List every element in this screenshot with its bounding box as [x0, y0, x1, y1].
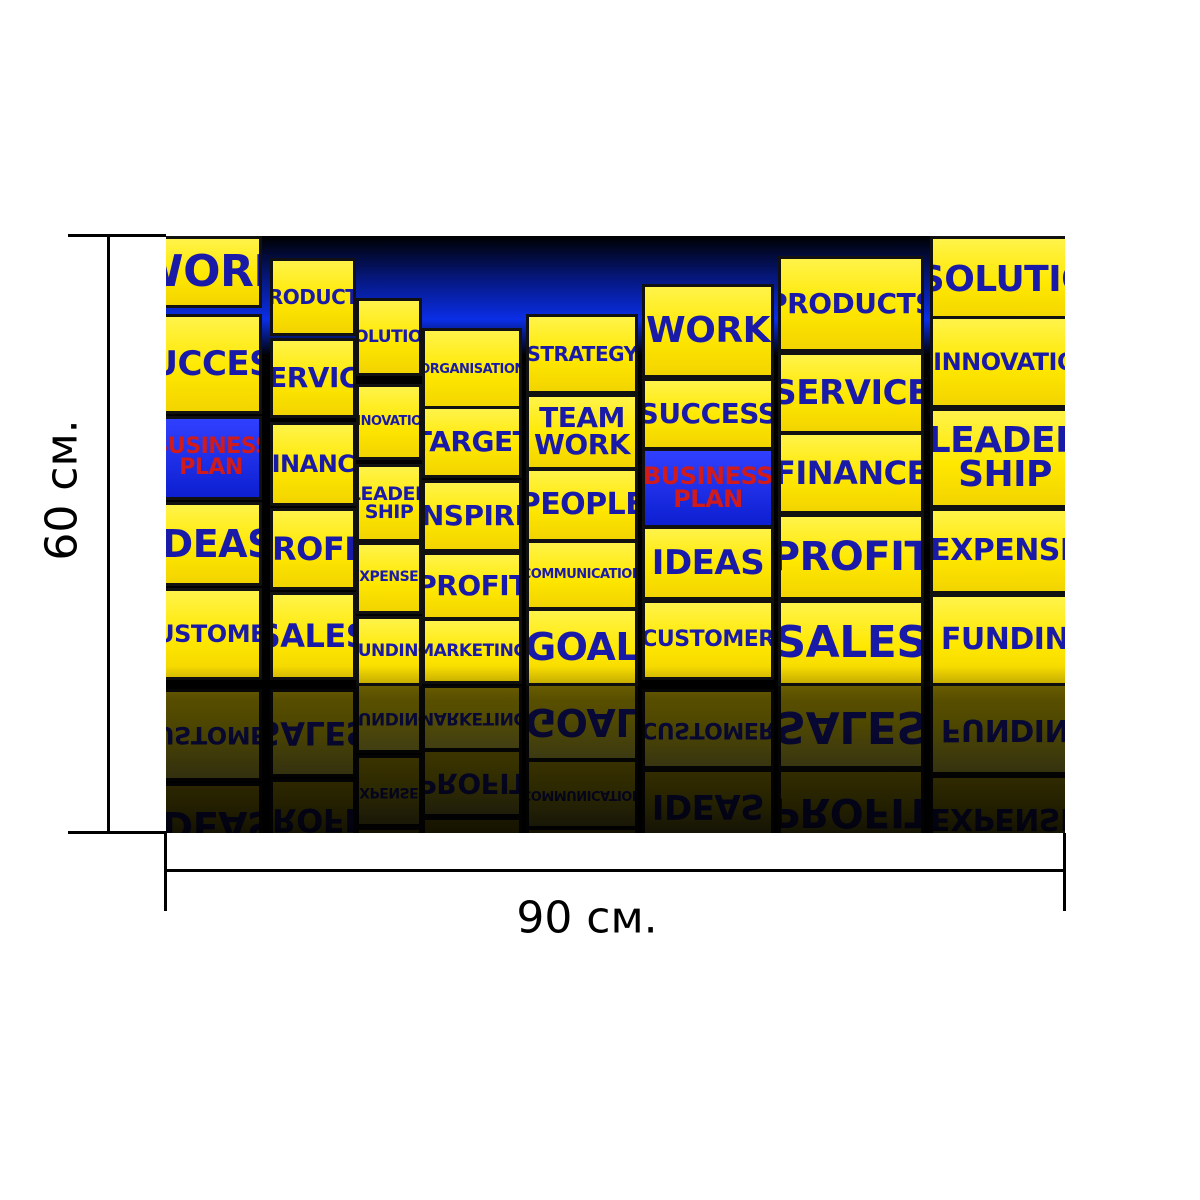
- width-label: 90 см.: [516, 892, 658, 944]
- screen-tile-24: INNOVATIO: [930, 316, 1065, 408]
- screen-tile-28: FINANCE: [778, 432, 924, 514]
- poster-image: WORKPRODUCTSSOLUTIONSUCCESSSERVICEINNOVA…: [166, 236, 1065, 833]
- width-right-tick: [1063, 833, 1066, 911]
- screen-tile-9: IDEAS: [166, 502, 262, 586]
- screen-tile-0: WORK: [166, 236, 262, 308]
- screen-tile-3: SUCCESS: [166, 314, 262, 414]
- height-dimension-line: [107, 236, 110, 833]
- screen-tile-4: SERVICE: [270, 338, 356, 418]
- screen-tile-38: SALES: [778, 600, 924, 686]
- screen-tile-17: WORK: [642, 284, 774, 378]
- screen-tile-10: PROFIT: [270, 508, 356, 590]
- screen-tile-6: BUSINESS PLAN: [166, 416, 262, 500]
- screen-tile-32: IDEAS: [642, 526, 774, 600]
- screen-tile-20: TARGET: [422, 406, 522, 478]
- width-left-tick: [164, 833, 167, 911]
- screen-tile-11: EXPENSES: [356, 542, 422, 614]
- screen-tile-21: TEAM WORK: [526, 394, 638, 470]
- screen-tile-29: LEADER SHIP: [930, 408, 1065, 508]
- height-bottom-tick: [68, 831, 166, 834]
- screen-tile-27: BUSINESS PLAN: [642, 448, 774, 528]
- screen-tile-15: ORGANISATION: [422, 328, 522, 412]
- screen-tile-13: SALES: [270, 592, 356, 680]
- screen-tile-19: SOLUTIO: [930, 236, 1065, 324]
- screen-wall: WORKPRODUCTSSOLUTIONSUCCESSSERVICEINNOVA…: [166, 236, 1065, 686]
- reflection-fade: [166, 666, 1065, 833]
- screen-tile-30: PROFIT: [422, 552, 522, 620]
- screen-tile-23: SERVICE: [778, 352, 924, 434]
- height-top-tick: [68, 234, 166, 237]
- screen-tile-2: SOLUTION: [356, 298, 422, 376]
- height-label: 60 см.: [36, 419, 88, 561]
- screen-tile-7: FINANCE: [270, 422, 356, 506]
- screen-tile-25: INSPIRE: [422, 480, 522, 552]
- screen-tile-8: LEADER SHIP: [356, 464, 422, 542]
- screen-tile-22: SUCCESS: [642, 378, 774, 450]
- width-dimension-line: [166, 869, 1065, 872]
- screen-tile-31: COMMUNICATION: [526, 540, 638, 610]
- screen-tile-16: STRATEGY: [526, 314, 638, 394]
- screen-tile-1: PRODUCTS: [270, 258, 356, 336]
- screen-tile-33: PROFIT: [778, 514, 924, 600]
- screen-tile-26: PEOPLE: [526, 468, 638, 542]
- screen-tile-12: CUSTOMER: [166, 588, 262, 680]
- screen-tile-34: EXPENSE: [930, 508, 1065, 594]
- screen-tile-18: PRODUCTS: [778, 256, 924, 352]
